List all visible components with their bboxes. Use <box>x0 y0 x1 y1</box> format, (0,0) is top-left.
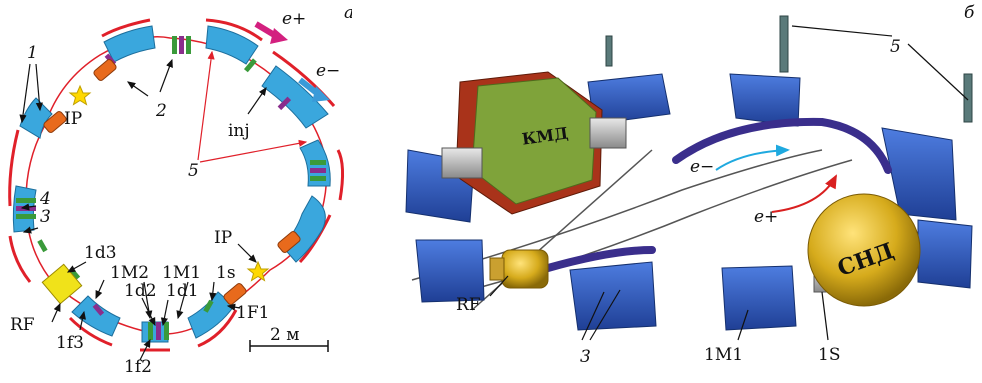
ff-bottom-right-1 <box>277 231 301 253</box>
towers <box>605 15 973 123</box>
scale-label: 2 м <box>270 325 299 345</box>
ff-top-left-1 <box>93 59 117 81</box>
rf-cavity-3d <box>489 249 549 289</box>
label-1M1: 1M1 <box>162 263 201 283</box>
label-1d3: 1d3 <box>84 243 117 263</box>
ip-top-star <box>68 84 92 106</box>
scale-bar <box>249 340 329 352</box>
panel-b-3d-view: КМД СНД б 5 3 e− e+ RF 1M1 1S <box>352 0 982 379</box>
magnet-right-lower <box>917 219 973 289</box>
dipole-bottom-left <box>71 295 121 337</box>
rf-cavity <box>41 263 83 305</box>
label-1M1-b: 1M1 <box>704 345 743 365</box>
magnet-top-right <box>729 73 801 127</box>
panel-letter-b: б <box>964 3 975 23</box>
label-4: 4 <box>39 189 51 209</box>
label-1d2: 1d2 <box>124 281 157 301</box>
dipole-top-right <box>205 25 259 65</box>
e-plus-arrowhead <box>270 28 288 44</box>
magnet-right <box>881 127 957 221</box>
label-1s: 1s <box>216 263 236 283</box>
label-1F1: 1F1 <box>236 303 269 323</box>
label-5: 5 <box>188 161 199 181</box>
label-3: 3 <box>40 207 51 227</box>
e-plus-direction <box>771 174 837 213</box>
label-e-minus-b: e− <box>690 157 714 177</box>
panel-b-svg: КМД СНД б 5 3 e− e+ RF 1M1 1S <box>405 3 975 367</box>
label-5-b: 5 <box>890 37 901 57</box>
label-1d1: 1d1 <box>166 281 199 301</box>
magnet-left-lower <box>415 239 485 303</box>
label-rf: RF <box>10 315 35 335</box>
ring-outer <box>8 18 345 352</box>
e-minus-arrowhead <box>312 86 330 102</box>
ff-top-left-2 <box>43 111 67 133</box>
dipole-right <box>281 195 326 263</box>
panel-a-svg: a 1 2 3 4 5 IP IP inj e+ e− 1d3 1M2 1M1 … <box>8 3 354 377</box>
dipole-top-left <box>103 25 156 63</box>
label-2: 2 <box>155 101 167 121</box>
kmd-detector: КМД <box>441 71 627 215</box>
label-1M2: 1M2 <box>110 263 149 283</box>
label-e-plus-b: e+ <box>754 207 778 227</box>
ring-magnets <box>405 73 973 331</box>
label-ip-bottom: IP <box>214 228 232 248</box>
label-e-plus: e+ <box>282 9 306 29</box>
ff-bottom-right-2 <box>223 283 247 305</box>
magnet-bottom-left <box>569 261 657 331</box>
label-3-b: 3 <box>580 347 591 367</box>
leader-lines <box>19 58 267 361</box>
red-leader-lines <box>197 50 308 163</box>
label-1S-b: 1S <box>818 345 840 365</box>
label-1f2: 1f2 <box>124 357 152 377</box>
inner-ring <box>544 117 892 272</box>
label-1f3: 1f3 <box>56 333 84 353</box>
label-e-minus: e− <box>316 61 340 81</box>
dipole-right-upper <box>261 65 329 129</box>
snd-detector: СНД <box>807 193 921 307</box>
label-inj: inj <box>228 121 250 141</box>
magnet-bottom <box>721 265 797 331</box>
leader-lines-b <box>489 25 969 341</box>
ip-bottom-star <box>246 260 270 282</box>
panel-a-schematic: a 1 2 3 4 5 IP IP inj e+ e− 1d3 1M2 1M1 … <box>0 0 354 379</box>
e-minus-direction <box>715 144 790 171</box>
label-rf-b: RF <box>456 295 481 315</box>
panel-letter: a <box>344 3 352 23</box>
label-1: 1 <box>27 43 38 63</box>
final-focus-magnets <box>43 59 301 305</box>
label-ip-top: IP <box>64 109 82 129</box>
